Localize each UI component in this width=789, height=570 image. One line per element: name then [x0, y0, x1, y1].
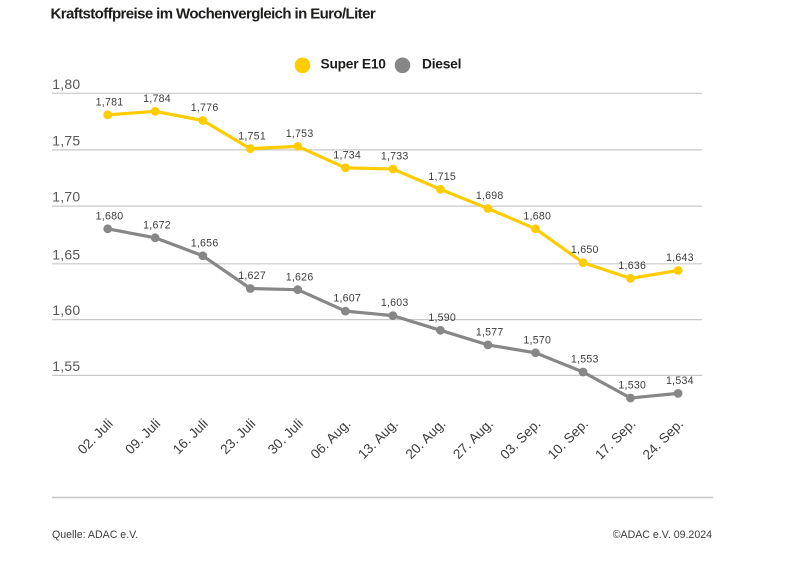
svg-text:1,570: 1,570	[523, 334, 551, 346]
svg-text:1,715: 1,715	[428, 171, 456, 183]
svg-text:1,607: 1,607	[333, 293, 361, 305]
svg-text:1,656: 1,656	[191, 237, 219, 249]
svg-text:1,60: 1,60	[52, 302, 80, 318]
svg-text:1,530: 1,530	[618, 380, 646, 392]
svg-text:Kraftstoffpreise im Wochenverg: Kraftstoffpreise im Wochenvergleich in E…	[51, 6, 376, 23]
svg-text:1,553: 1,553	[571, 354, 599, 366]
svg-text:1,680: 1,680	[523, 210, 551, 222]
svg-text:1,680: 1,680	[96, 210, 124, 222]
svg-text:1,776: 1,776	[191, 102, 219, 114]
svg-text:1,590: 1,590	[428, 312, 456, 324]
svg-text:1,751: 1,751	[238, 130, 266, 142]
svg-text:Super E10: Super E10	[321, 56, 387, 71]
svg-text:1,70: 1,70	[52, 189, 80, 205]
svg-text:Quelle: ADAC e.V.: Quelle: ADAC e.V.	[52, 529, 138, 541]
svg-text:1,603: 1,603	[381, 297, 409, 309]
svg-text:1,672: 1,672	[143, 219, 171, 231]
svg-text:1,698: 1,698	[476, 190, 504, 202]
svg-text:1,534: 1,534	[666, 375, 694, 387]
svg-text:1,55: 1,55	[52, 358, 80, 374]
svg-text:1,650: 1,650	[571, 244, 599, 256]
svg-text:1,643: 1,643	[666, 252, 694, 264]
svg-text:1,733: 1,733	[381, 151, 409, 163]
svg-text:1,75: 1,75	[52, 132, 80, 148]
svg-text:1,753: 1,753	[286, 128, 314, 140]
svg-text:1,80: 1,80	[52, 76, 80, 92]
svg-text:1,636: 1,636	[618, 260, 646, 272]
svg-text:1,65: 1,65	[52, 246, 80, 262]
svg-text:1,577: 1,577	[476, 327, 504, 339]
svg-text:1,734: 1,734	[333, 149, 361, 161]
svg-text:1,626: 1,626	[286, 271, 314, 283]
svg-text:Diesel: Diesel	[422, 56, 461, 71]
svg-text:1,781: 1,781	[96, 96, 124, 108]
svg-text:1,784: 1,784	[143, 93, 171, 105]
svg-text:1,627: 1,627	[238, 270, 266, 282]
svg-text:©ADAC e.V. 09.2024: ©ADAC e.V. 09.2024	[613, 529, 712, 541]
